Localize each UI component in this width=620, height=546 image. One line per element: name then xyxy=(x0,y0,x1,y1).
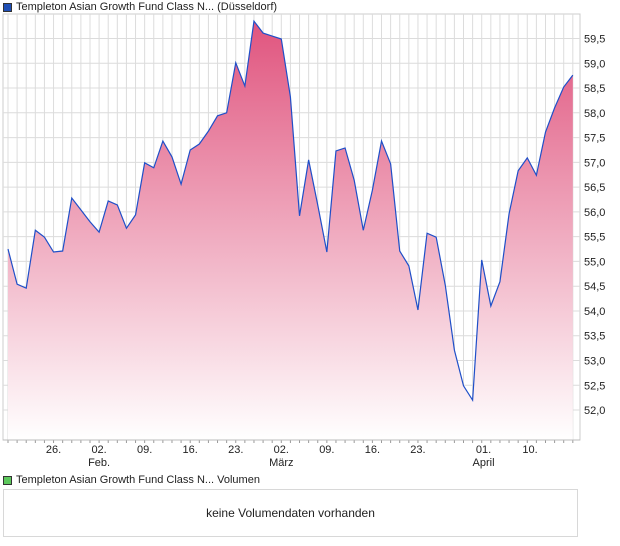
x-tick-month-label: März xyxy=(269,457,293,469)
price-legend-swatch xyxy=(3,2,12,12)
y-tick-label: 53,5 xyxy=(584,331,605,343)
y-tick-label: 58,5 xyxy=(584,83,605,95)
volume-legend-label: Templeton Asian Growth Fund Class N... V… xyxy=(16,474,260,486)
volume-panel: keine Volumendaten vorhanden xyxy=(3,489,578,537)
x-tick-label: 16. xyxy=(365,444,380,456)
volume-legend-swatch xyxy=(3,475,12,485)
x-tick-month-label: Feb. xyxy=(88,457,110,469)
y-tick-label: 56,5 xyxy=(584,182,605,194)
x-tick-label: 26. xyxy=(46,444,61,456)
y-tick-label: 57,0 xyxy=(584,157,605,169)
price-chart: 52,0 52,5 53,0 53,5 54,0 54,5 55,0 55,5 56,0 56,5… xyxy=(2,13,605,469)
volume-empty-message: keine Volumendaten vorhanden xyxy=(206,506,375,520)
y-tick-label: 57,5 xyxy=(584,133,605,145)
y-tick-label: 56,0 xyxy=(584,207,605,219)
y-tick-label: 53,0 xyxy=(584,356,605,368)
x-tick-label: 09. xyxy=(319,444,334,456)
y-tick-label: 55,0 xyxy=(584,256,605,268)
y-tick-label: 59,5 xyxy=(584,34,605,46)
y-tick-label: 52,5 xyxy=(584,380,605,392)
x-tick-label: 10. xyxy=(522,444,537,456)
y-tick-label: 52,0 xyxy=(584,405,605,417)
x-tick-label: 02. xyxy=(91,444,106,456)
y-tick-label: 58,0 xyxy=(584,108,605,120)
x-tick-label: 01. xyxy=(476,444,491,456)
x-tick-label: 16. xyxy=(183,444,198,456)
x-tick-label: 23. xyxy=(410,444,425,456)
x-tick-label: 23. xyxy=(228,444,243,456)
price-line xyxy=(7,19,574,403)
y-tick-label: 54,5 xyxy=(584,281,605,293)
x-tick-month-label: April xyxy=(473,457,495,469)
x-tick-label: 09. xyxy=(137,444,152,456)
y-tick-label: 54,0 xyxy=(584,306,605,318)
y-tick-label: 55,5 xyxy=(584,232,605,244)
x-tick-label: 02. xyxy=(274,444,289,456)
price-legend: Templeton Asian Growth Fund Class N... (… xyxy=(3,1,277,13)
y-tick-label: 59,0 xyxy=(584,58,605,70)
volume-legend: Templeton Asian Growth Fund Class N... V… xyxy=(3,474,260,486)
price-legend-label: Templeton Asian Growth Fund Class N... (… xyxy=(16,1,278,13)
price-area-fill xyxy=(8,21,573,440)
